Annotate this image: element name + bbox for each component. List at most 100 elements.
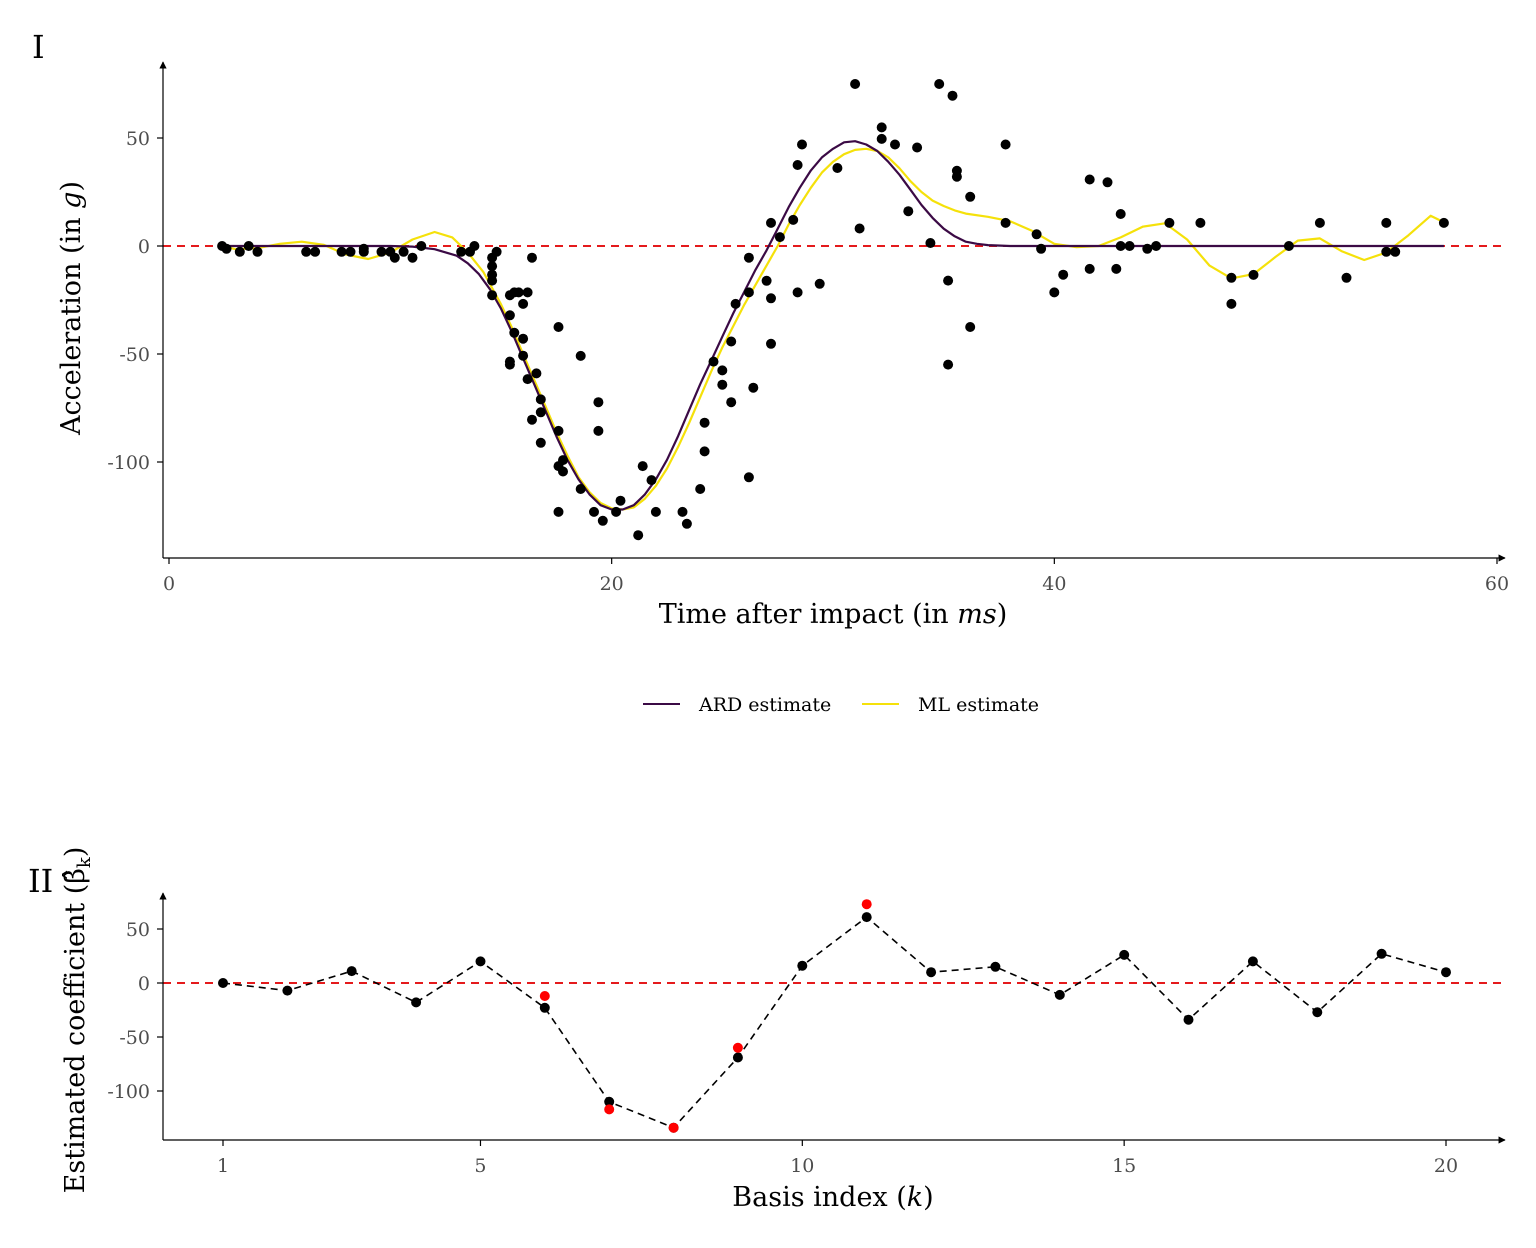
bottom-x-tick-label: 1 (217, 1155, 229, 1177)
data-point (513, 287, 524, 298)
data-point (854, 223, 865, 234)
data-point (518, 333, 529, 344)
data-point (535, 394, 546, 405)
data-point (637, 461, 648, 472)
coefficient-point (1441, 967, 1451, 978)
top-y-tick-label: -100 (107, 452, 150, 474)
bottom-x-axis-title: Basis index (k) (732, 1182, 933, 1213)
bottom-y-title-text: Estimated coefficient (β̂k) (60, 847, 95, 1194)
data-point (1031, 229, 1042, 240)
data-point (748, 382, 759, 393)
data-point (947, 90, 958, 101)
top-x-tick-label: 0 (163, 573, 175, 595)
data-point (491, 246, 502, 257)
data-point (522, 374, 533, 385)
data-point (761, 275, 772, 286)
data-point (1000, 217, 1011, 228)
data-point (925, 238, 936, 248)
bottom-y-tick-label: 0 (138, 973, 150, 995)
data-point (553, 425, 564, 436)
data-point (593, 397, 604, 408)
top-points (217, 79, 1449, 541)
top-x-axis-title: Time after impact (in ms) (659, 599, 1008, 630)
data-point (487, 290, 498, 301)
data-point (788, 214, 799, 225)
data-point (553, 506, 564, 517)
data-point (615, 495, 626, 506)
data-point (903, 206, 914, 217)
data-point (951, 165, 962, 176)
data-point (398, 246, 409, 257)
coefficient-point (1376, 948, 1387, 959)
top-curves (221, 140, 1445, 511)
data-point (1102, 177, 1113, 188)
data-point (717, 379, 728, 390)
data-point (1058, 269, 1069, 280)
data-point (1195, 217, 1206, 228)
data-point (766, 338, 776, 349)
coefficient-point (475, 956, 486, 967)
panel-label-top: I (32, 28, 45, 66)
data-point (518, 350, 529, 361)
data-point (558, 466, 568, 477)
data-point (575, 350, 586, 361)
data-point (1314, 217, 1325, 228)
data-point (850, 79, 861, 89)
data-point (965, 322, 976, 332)
data-point (558, 455, 568, 466)
coefficient-point (218, 978, 228, 988)
data-point (876, 133, 887, 144)
data-point (965, 191, 976, 202)
data-point (1381, 217, 1392, 228)
data-point (876, 122, 887, 133)
data-point (1049, 287, 1060, 298)
data-point (1124, 241, 1135, 251)
data-point (535, 437, 546, 448)
coefficient-point (1054, 989, 1065, 1000)
data-point (509, 327, 520, 338)
data-point (743, 287, 754, 298)
data-point (695, 484, 706, 494)
data-point (527, 414, 537, 425)
coefficient-point (604, 1096, 615, 1107)
coefficient-dashed-line (222, 916, 1447, 1129)
data-point (1438, 217, 1449, 228)
data-point (611, 506, 622, 517)
data-point (934, 79, 945, 89)
data-point (593, 425, 604, 436)
highlighted-coefficient-point (732, 1042, 743, 1053)
data-point (726, 397, 737, 408)
data-point (726, 336, 737, 347)
bottom-axes (159, 892, 1506, 1144)
highlighted-coefficient-point (539, 991, 550, 1001)
coefficient-point (1247, 956, 1258, 967)
data-point (336, 246, 347, 257)
data-point (487, 275, 498, 286)
bottom-x-tick-label: 20 (1434, 1155, 1458, 1177)
data-point (531, 368, 542, 379)
data-point (589, 506, 599, 517)
top-x-tick-label: 40 (1042, 573, 1066, 595)
legend-label-ml: ML estimate (918, 694, 1039, 716)
data-point (416, 241, 427, 251)
data-point (797, 139, 807, 150)
data-point (1084, 174, 1095, 185)
data-point (1036, 243, 1047, 254)
data-point (792, 160, 803, 170)
data-point (814, 278, 825, 289)
data-point (1111, 263, 1122, 274)
highlighted-coefficient-point (668, 1122, 679, 1133)
data-point (650, 506, 661, 517)
legend-label-ard: ARD estimate (698, 694, 831, 716)
coefficient-point (282, 985, 293, 996)
coefficient-point (797, 960, 808, 971)
coefficient-point (1183, 1014, 1194, 1025)
data-point (730, 298, 741, 309)
data-point (575, 484, 586, 494)
data-point (774, 232, 785, 243)
data-point (743, 472, 754, 483)
data-point (912, 142, 923, 153)
data-point (1000, 139, 1011, 150)
data-point (487, 261, 498, 272)
